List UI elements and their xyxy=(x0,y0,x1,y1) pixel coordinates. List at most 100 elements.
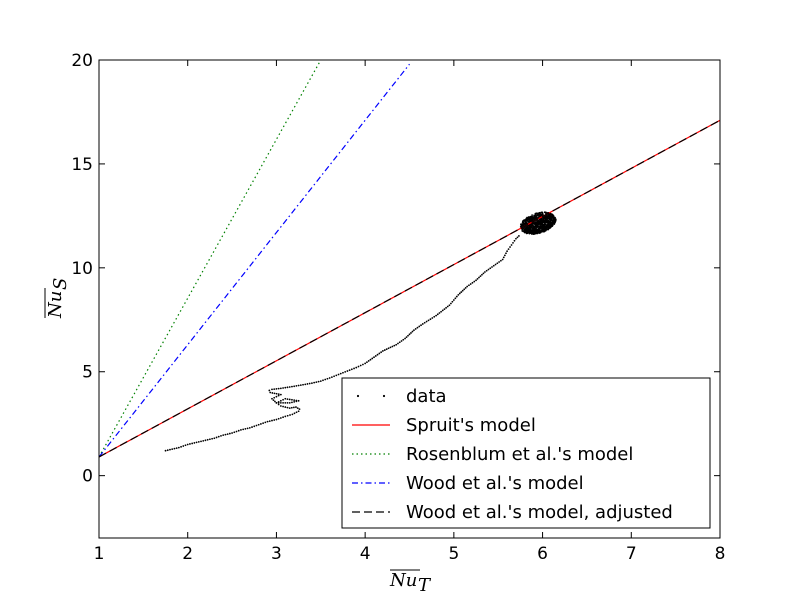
data-point xyxy=(292,406,295,409)
data-point xyxy=(521,229,524,232)
data-point xyxy=(520,223,523,226)
data-point xyxy=(257,423,260,426)
data-point xyxy=(328,377,331,379)
plot-frame xyxy=(98,59,721,539)
data-point xyxy=(344,371,347,373)
data-point xyxy=(246,427,249,430)
data-point xyxy=(536,228,539,231)
data-point xyxy=(255,424,258,427)
data-point xyxy=(383,349,386,351)
data-point xyxy=(527,226,530,228)
data-point xyxy=(304,383,307,386)
series-line-4 xyxy=(99,119,720,458)
data-point xyxy=(298,408,301,411)
data-point xyxy=(550,216,553,218)
data-point xyxy=(540,223,542,226)
data-point xyxy=(532,230,535,233)
data-point xyxy=(543,225,546,228)
data-point xyxy=(191,442,194,445)
data-point xyxy=(275,392,278,395)
data-point xyxy=(550,217,553,220)
data-point xyxy=(366,361,368,364)
data-point xyxy=(549,226,552,229)
data-point xyxy=(551,213,554,216)
data-point xyxy=(302,383,304,386)
data-point xyxy=(448,304,451,307)
data-point xyxy=(166,449,169,452)
data-point xyxy=(213,437,216,440)
data-point xyxy=(408,333,411,336)
data-point xyxy=(275,418,278,421)
data-point xyxy=(391,345,394,348)
data-point xyxy=(288,386,291,388)
svg-text:T: T xyxy=(418,575,432,596)
legend-marker xyxy=(356,394,360,398)
legend-label: Wood et al.'s model, adjusted xyxy=(406,502,673,523)
data-point xyxy=(529,224,531,227)
data-point xyxy=(374,355,377,357)
data-point xyxy=(317,380,320,383)
data-point xyxy=(457,293,460,296)
data-point xyxy=(275,395,278,398)
legend-entry: Rosenblum et al.'s model xyxy=(352,444,633,465)
x-tick-label: 7 xyxy=(626,544,637,564)
data-point xyxy=(544,228,547,230)
data-point xyxy=(513,239,516,242)
x-tick-label: 4 xyxy=(360,544,371,564)
data-point xyxy=(425,320,428,323)
series-line-3 xyxy=(99,63,410,458)
data-point xyxy=(522,230,525,233)
data-point xyxy=(275,387,278,390)
data-point xyxy=(506,250,508,253)
data-point xyxy=(499,259,502,262)
data-point xyxy=(464,287,467,289)
y-axis-label: Nu S xyxy=(44,278,71,319)
data-point xyxy=(319,380,322,382)
data-point xyxy=(552,217,555,220)
data-point xyxy=(271,397,273,400)
data-point xyxy=(202,439,205,442)
data-point xyxy=(544,218,547,221)
data-point xyxy=(518,235,520,237)
data-point xyxy=(546,224,548,227)
data-point xyxy=(362,363,364,366)
data-point xyxy=(540,211,543,214)
data-point xyxy=(333,375,335,378)
data-point xyxy=(231,432,233,434)
data-point xyxy=(346,370,349,372)
data-point xyxy=(242,428,245,431)
data-point xyxy=(277,417,280,420)
data-point xyxy=(487,268,490,271)
data-point xyxy=(355,366,358,369)
data-point xyxy=(177,446,180,449)
data-point xyxy=(539,226,542,229)
data-point xyxy=(169,448,171,451)
x-tick-label: 2 xyxy=(182,544,193,564)
data-point xyxy=(279,405,282,407)
data-point xyxy=(206,438,209,441)
data-point xyxy=(180,445,182,448)
data-point xyxy=(211,437,214,440)
y-tick-label: 20 xyxy=(71,51,93,71)
svg-text:Nu: Nu xyxy=(45,291,66,319)
data-point xyxy=(376,353,379,356)
data-point xyxy=(397,342,399,345)
data-point xyxy=(503,254,506,257)
data-point xyxy=(407,334,409,337)
data-point xyxy=(284,397,287,400)
data-point xyxy=(395,343,398,346)
data-point xyxy=(440,310,442,313)
data-point xyxy=(516,236,519,239)
data-point xyxy=(544,229,547,232)
y-tick-label: 5 xyxy=(82,363,93,383)
data-point xyxy=(538,228,541,231)
svg-text:S: S xyxy=(50,278,71,290)
data-point xyxy=(515,237,517,240)
data-point xyxy=(544,212,547,214)
data-point xyxy=(436,313,439,316)
data-point xyxy=(529,230,532,233)
data-point xyxy=(378,352,381,355)
data-point xyxy=(543,223,546,226)
data-point xyxy=(322,379,324,382)
